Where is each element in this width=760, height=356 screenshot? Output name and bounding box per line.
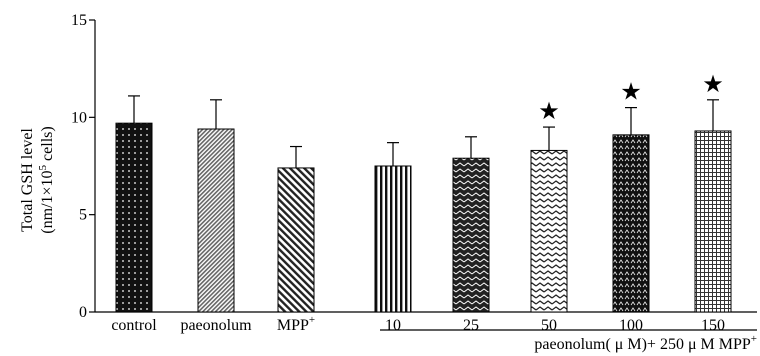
bar [612, 134, 650, 313]
y-tick-label: 10 [71, 109, 87, 126]
bar [197, 128, 235, 313]
y-axis-label: Total GSH level (nm/1×105 cells) [19, 126, 56, 233]
y-tick-label: 5 [79, 207, 87, 224]
bar [277, 167, 315, 313]
bar [452, 157, 490, 313]
y-tick-label: 0 [79, 304, 87, 321]
x-tick-label: 100 [619, 317, 643, 334]
y-axis-label-line2: (nm/1×105 cells) [37, 126, 56, 233]
y-axis-ticks: 0 5 10 15 [71, 12, 95, 321]
y-tick-label: 15 [71, 12, 87, 29]
x-tick-label: control [111, 317, 157, 334]
x-tick-label: paeonolum [180, 317, 252, 334]
bar [530, 149, 568, 313]
significance-star: ★ [620, 80, 642, 106]
x-tick-label: MPP+ [277, 314, 315, 334]
group-label: paeonolum( μ M)+ 250 μ M MPP+ [534, 333, 757, 353]
bar [115, 122, 153, 313]
x-tick-label: 10 [385, 317, 401, 334]
y-axis-label-line1: Total GSH level [19, 128, 36, 232]
bar [374, 165, 412, 313]
significance-star: ★ [538, 99, 560, 125]
bar [694, 130, 732, 313]
bars: ★ ★ ★ [115, 72, 732, 313]
significance-star: ★ [702, 72, 724, 98]
x-tick-label: 150 [701, 317, 725, 334]
x-axis-tick-labels: control paeonolum MPP+ 10 25 50 100 150 [111, 314, 725, 334]
x-tick-label: 25 [463, 317, 479, 334]
x-tick-label: 50 [541, 317, 557, 334]
